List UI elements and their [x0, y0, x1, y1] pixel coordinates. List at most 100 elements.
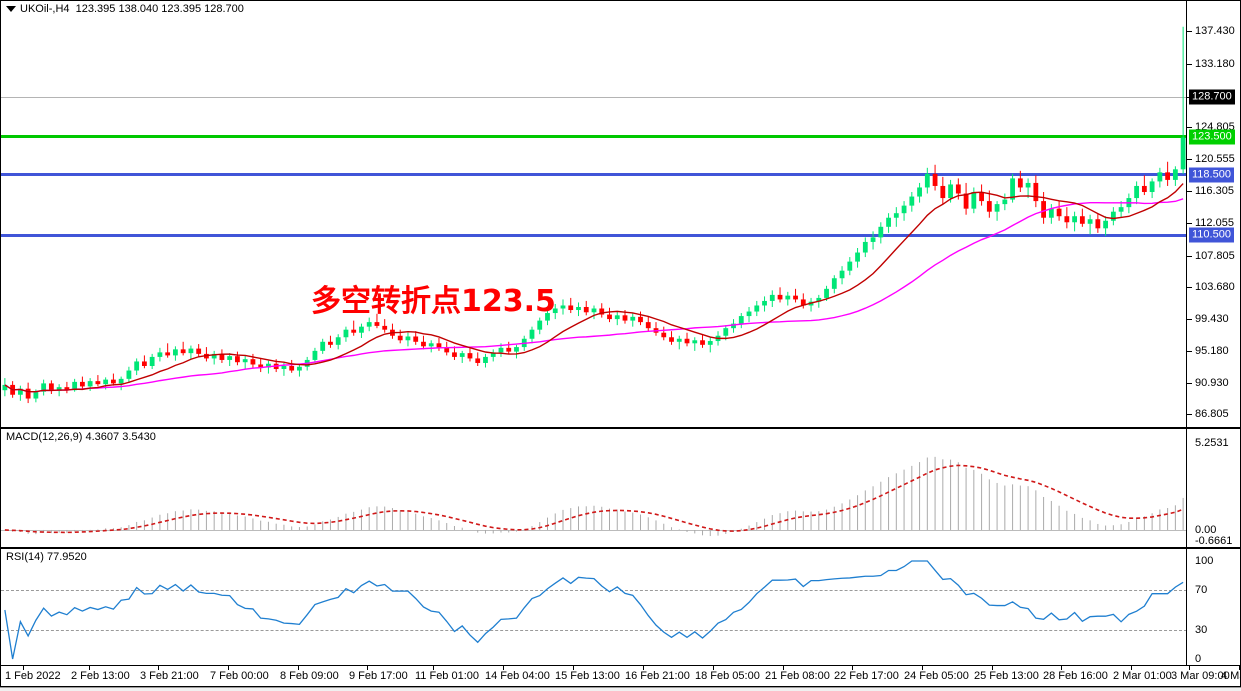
macd-title: MACD(12,26,9) [6, 431, 83, 443]
time-tick [852, 666, 853, 670]
price-tick-label: 103.680 [1195, 280, 1235, 293]
macd-axis[interactable]: 5.2531 0.00 -0.6661 [1186, 429, 1240, 547]
time-tick [713, 666, 714, 670]
time-tick [158, 666, 159, 670]
price-tag[interactable]: 123.500 [1189, 129, 1235, 145]
price-tick-label: 137.430 [1195, 25, 1235, 38]
price-tag[interactable]: 128.700 [1189, 89, 1235, 105]
macd-tick-label: 5.2531 [1195, 437, 1229, 449]
time-tick-label: 18 Feb 05:00 [695, 670, 760, 682]
time-tick [783, 666, 784, 670]
price-tick [1187, 31, 1192, 33]
time-tick-label: 9 Feb 17:00 [349, 670, 408, 682]
time-tick [1061, 666, 1062, 670]
rsi-panel[interactable]: RSI(14) 77.9520 100 70 30 0 [0, 548, 1241, 666]
price-tick [1187, 351, 1192, 353]
main-chart-legend: UKOil-,H4 123.395 138.040 123.395 128.70… [6, 3, 244, 15]
macd-series [4, 456, 1184, 537]
time-tick-label: 8 Feb 09:00 [280, 670, 339, 682]
macd-value-signal: 3.5430 [122, 431, 156, 443]
macd-tick-label: 0.00 [1195, 523, 1217, 536]
price-tick [1187, 383, 1192, 385]
chart-annotation-text: 多空转折点123.5 [311, 284, 556, 319]
time-tick-label: 24 Feb 05:00 [904, 670, 969, 682]
rsi-line [4, 560, 1184, 660]
time-tick-label: 3 Feb 21:00 [140, 670, 199, 682]
time-tick-label: 11 Feb 01:00 [415, 670, 480, 682]
macd-signal-line [4, 464, 1184, 534]
price-tick-label: 86.805 [1195, 408, 1229, 421]
price-tick-label: 120.555 [1195, 153, 1235, 166]
rsi-legend: RSI(14) 77.9520 [6, 551, 87, 563]
rsi-axis[interactable]: 100 70 30 0 [1186, 549, 1240, 665]
time-tick-label: 2 Feb 13:00 [71, 670, 130, 682]
ma-slow-line [4, 198, 1184, 393]
rsi-tick-label: 30 [1195, 623, 1208, 636]
legend-symbol: UKOil-,H4 [20, 3, 70, 15]
current-price-level[interactable] [1, 97, 1187, 99]
price-tick [1187, 255, 1192, 257]
time-tick [23, 666, 24, 670]
macd-zero-line [1, 529, 1187, 531]
resistance-level[interactable] [1, 173, 1187, 177]
support-level[interactable] [1, 233, 1187, 237]
rsi-tick-label: 0 [1195, 653, 1202, 665]
price-tick [1187, 223, 1192, 225]
price-tick-label: 133.180 [1195, 57, 1235, 70]
time-tick-label: 28 Feb 16:00 [1043, 670, 1108, 682]
time-tick-label: 15 Feb 13:00 [555, 670, 620, 682]
time-tick-label: 3 Mar 09:00 [1171, 670, 1230, 682]
time-tick-label: 7 Feb 00:00 [210, 670, 269, 682]
price-tick [1187, 191, 1192, 193]
time-tick [503, 666, 504, 670]
pivot-level[interactable] [1, 135, 1187, 139]
time-tick [1131, 666, 1132, 670]
time-tick-label: 21 Feb 08:00 [765, 670, 830, 682]
macd-legend: MACD(12,26,9) 4.3607 3.5430 [6, 431, 156, 443]
price-tick [1187, 318, 1192, 320]
time-tick-label: 14 Feb 04:00 [485, 670, 550, 682]
time-tick [643, 666, 644, 670]
time-tick [992, 666, 993, 670]
time-tick-label: 22 Feb 17:00 [834, 670, 899, 682]
price-tick-label: 95.180 [1195, 345, 1229, 358]
price-tick-label: 99.430 [1195, 312, 1229, 325]
price-tick-label: 116.305 [1195, 185, 1234, 198]
macd-panel[interactable]: MACD(12,26,9) 4.3607 3.5430 5.2531 0.00 -0… [0, 428, 1241, 548]
time-tick-label: 4 Mar 17:00 [1221, 670, 1241, 682]
rsi-series [4, 560, 1184, 660]
time-tick [89, 666, 90, 670]
time-tick-label: 2 Mar 01:00 [1113, 670, 1172, 682]
rsi-tick-label: 70 [1195, 584, 1208, 597]
rsi-level-30 [1, 629, 1187, 631]
legend-open: 123.395 [75, 3, 116, 15]
price-tick [1187, 63, 1192, 65]
time-tick [922, 666, 923, 670]
time-tick-label: 1 Feb 2022 [5, 670, 61, 682]
price-tag[interactable]: 110.500 [1189, 227, 1234, 243]
price-tick [1187, 286, 1192, 288]
time-tick [433, 666, 434, 670]
candlestick-series [2, 26, 1186, 404]
time-tick [228, 666, 229, 670]
price-tick [1187, 414, 1192, 416]
price-tick [1187, 126, 1192, 128]
rsi-tick-label: 100 [1195, 555, 1214, 567]
price-tag[interactable]: 118.500 [1189, 167, 1234, 183]
macd-tick-label: -0.6661 [1195, 535, 1233, 547]
caret-down-icon[interactable] [6, 6, 16, 13]
price-axis[interactable]: 137.430133.180128.700124.805120.555116.3… [1186, 1, 1240, 427]
price-tick-label: 90.930 [1195, 377, 1229, 390]
legend-low: 123.395 [161, 3, 202, 15]
rsi-title: RSI(14) [6, 551, 44, 563]
time-tick [1189, 666, 1190, 670]
price-tick-label: 112.055 [1195, 217, 1234, 230]
time-axis[interactable]: 1 Feb 2022 2 Feb 13:00 3 Feb 21:00 7 Feb 00… [0, 666, 1241, 687]
main-price-panel[interactable]: 多空转折点123.5 UKOil-,H4 123.395 138.040 123… [0, 0, 1241, 428]
time-tick-label: 25 Feb 13:00 [974, 670, 1039, 682]
time-tick [298, 666, 299, 670]
rsi-level-70 [1, 590, 1187, 592]
price-tick [1187, 159, 1192, 161]
legend-close: 128.700 [204, 3, 244, 15]
